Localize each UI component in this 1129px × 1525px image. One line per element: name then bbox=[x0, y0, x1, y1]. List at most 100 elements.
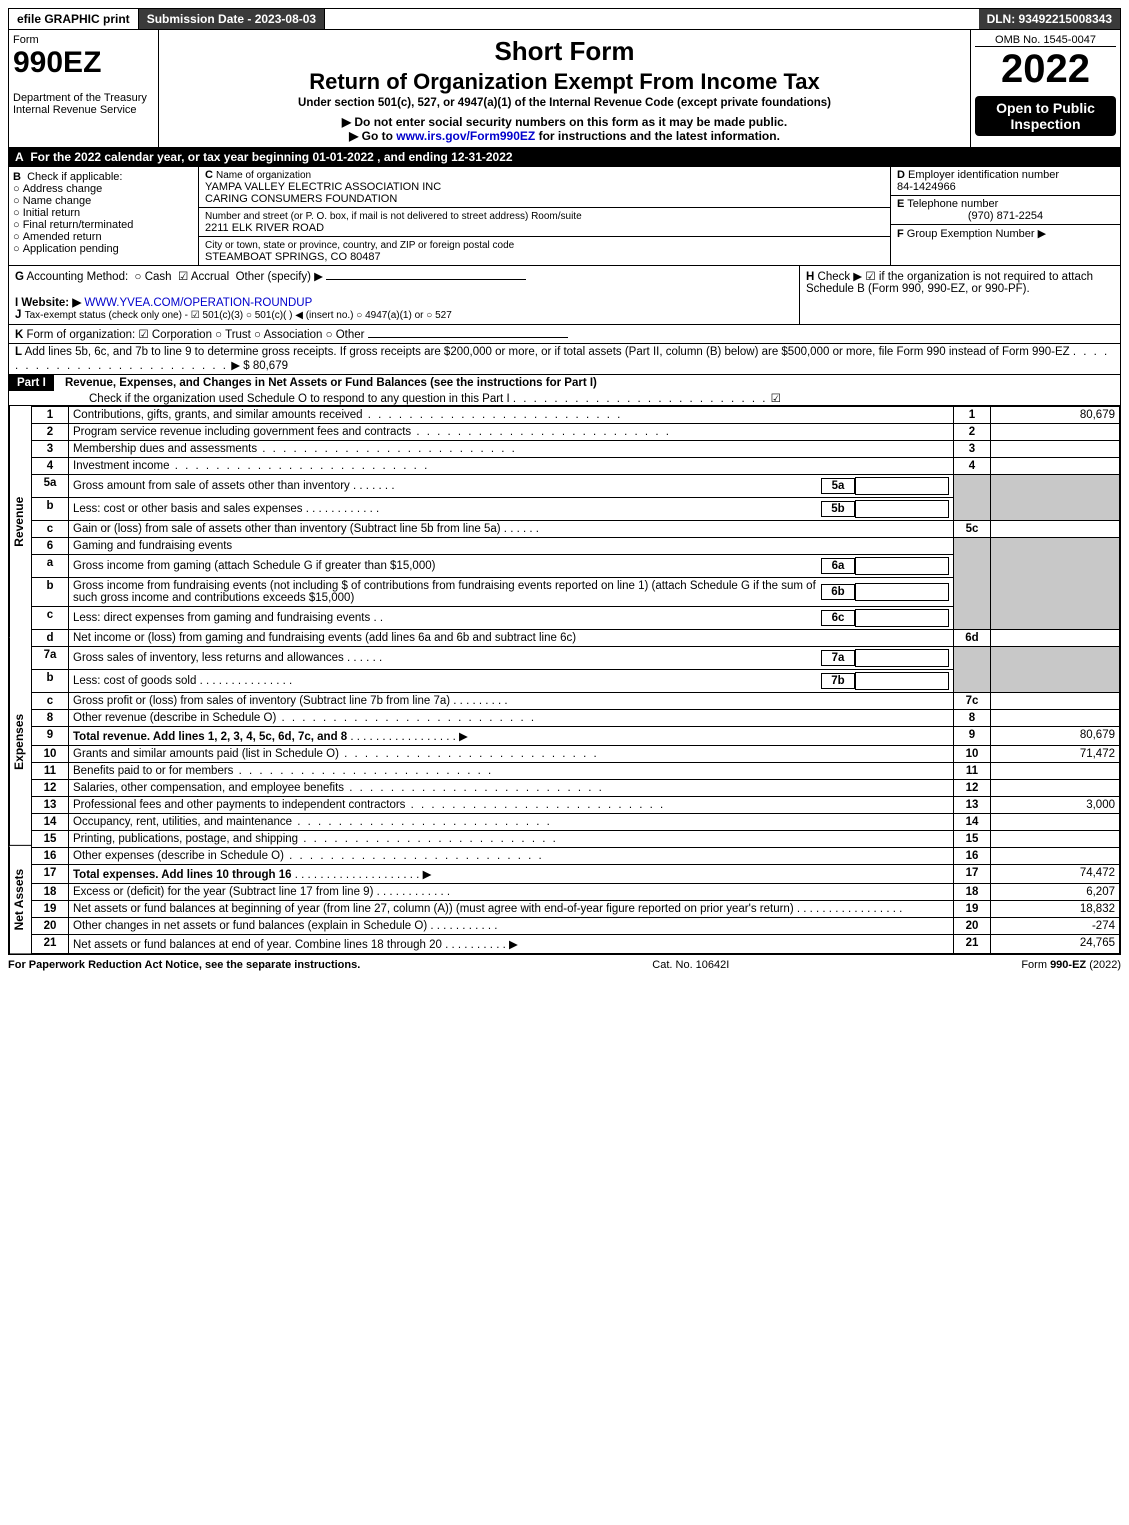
department: Department of the Treasury Internal Reve… bbox=[13, 92, 147, 116]
line-17: 17Total expenses. Add lines 10 through 1… bbox=[32, 865, 1120, 884]
D-label: Employer identification number bbox=[908, 169, 1059, 181]
omb-number: OMB No. 1545-0047 bbox=[975, 34, 1116, 47]
org-street: 2211 ELK RIVER ROAD bbox=[205, 222, 324, 234]
org-city: STEAMBOAT SPRINGS, CO 80487 bbox=[205, 251, 381, 263]
goto-link[interactable]: ▶ Go to www.irs.gov/Form990EZ for instru… bbox=[163, 129, 966, 143]
efile-print-link[interactable]: efile GRAPHIC print bbox=[9, 9, 139, 29]
G-accrual[interactable]: Accrual bbox=[191, 271, 229, 283]
letter-F: F bbox=[897, 228, 904, 240]
section-GH: G Accounting Method: ○ Cash ☑ Accrual Ot… bbox=[8, 266, 1121, 325]
line-2: 2Program service revenue including gover… bbox=[32, 424, 1120, 441]
section-L: L Add lines 5b, 6c, and 7b to line 9 to … bbox=[8, 344, 1121, 375]
line-6d: dNet income or (loss) from gaming and fu… bbox=[32, 630, 1120, 647]
line-7a: 7aGross sales of inventory, less returns… bbox=[32, 647, 1120, 670]
letter-K: K bbox=[15, 329, 23, 341]
part1-check[interactable]: ☑ bbox=[771, 393, 781, 405]
irs-link[interactable]: www.irs.gov/Form990EZ bbox=[396, 129, 535, 143]
line-20: 20Other changes in net assets or fund ba… bbox=[32, 918, 1120, 935]
chk-address-change[interactable]: Address change bbox=[13, 183, 102, 195]
letter-H: H bbox=[806, 271, 814, 283]
letter-G: G bbox=[15, 271, 24, 283]
ssn-warning: ▶ Do not enter social security numbers o… bbox=[163, 115, 966, 129]
part1-header-row: Part I Revenue, Expenses, and Changes in… bbox=[8, 375, 1121, 406]
part1-label: Part I bbox=[9, 375, 54, 391]
footer-left: For Paperwork Reduction Act Notice, see … bbox=[8, 959, 360, 971]
G-label: Accounting Method: bbox=[27, 271, 129, 283]
letter-C: C bbox=[205, 169, 213, 181]
section-DEF: D Employer identification number 84-1424… bbox=[890, 167, 1120, 265]
line-5a: 5aGross amount from sale of assets other… bbox=[32, 475, 1120, 498]
section-K: K Form of organization: ☑ Corporation ○ … bbox=[8, 325, 1121, 344]
return-title: Return of Organization Exempt From Incom… bbox=[163, 69, 966, 95]
footer-right: Form 990-EZ (2022) bbox=[1021, 959, 1121, 971]
submission-date: Submission Date - 2023-08-03 bbox=[139, 9, 325, 29]
H-text: Check ▶ ☑ if the organization is not req… bbox=[806, 271, 1093, 295]
vlabel-revenue: Revenue bbox=[9, 406, 31, 638]
part1-check-line: Check if the organization used Schedule … bbox=[89, 393, 510, 405]
part1-heading: Revenue, Expenses, and Changes in Net As… bbox=[65, 377, 597, 389]
lines-table: 1Contributions, gifts, grants, and simil… bbox=[31, 406, 1120, 954]
line-9: 9Total revenue. Add lines 1, 2, 3, 4, 5c… bbox=[32, 727, 1120, 746]
letter-D: D bbox=[897, 169, 905, 181]
J-text: Tax-exempt status (check only one) - ☑ 5… bbox=[25, 310, 452, 321]
G-cash[interactable]: Cash bbox=[145, 271, 172, 283]
line-1: 1Contributions, gifts, grants, and simil… bbox=[32, 407, 1120, 424]
line-14: 14Occupancy, rent, utilities, and mainte… bbox=[32, 814, 1120, 831]
chk-name-change[interactable]: Name change bbox=[13, 195, 91, 207]
section-B: B Check if applicable: Address change Na… bbox=[9, 167, 199, 265]
line-15: 15Printing, publications, postage, and s… bbox=[32, 831, 1120, 848]
chk-application-pending[interactable]: Application pending bbox=[13, 243, 119, 255]
dln: DLN: 93492215008343 bbox=[979, 9, 1120, 29]
line-18: 18Excess or (deficit) for the year (Subt… bbox=[32, 884, 1120, 901]
page-footer: For Paperwork Reduction Act Notice, see … bbox=[8, 955, 1121, 975]
L-text: Add lines 5b, 6c, and 7b to line 9 to de… bbox=[25, 346, 1070, 358]
section-A: A For the 2022 calendar year, or tax yea… bbox=[8, 148, 1121, 167]
website-link[interactable]: WWW.YVEA.COM/OPERATION-ROUNDUP bbox=[84, 297, 312, 309]
under-section: Under section 501(c), 527, or 4947(a)(1)… bbox=[163, 97, 966, 109]
lines-container: Revenue Expenses Net Assets 1Contributio… bbox=[8, 406, 1121, 955]
footer-mid: Cat. No. 10642I bbox=[652, 959, 729, 971]
top-bar: efile GRAPHIC print Submission Date - 20… bbox=[8, 8, 1121, 30]
line-3: 3Membership dues and assessments3 bbox=[32, 441, 1120, 458]
phone-value: (970) 871-2254 bbox=[897, 210, 1114, 222]
F-label: Group Exemption Number ▶ bbox=[907, 228, 1046, 240]
form-number: 990EZ bbox=[13, 46, 101, 79]
line-8: 8Other revenue (describe in Schedule O)8 bbox=[32, 710, 1120, 727]
letter-A: A bbox=[15, 150, 24, 164]
line-11: 11Benefits paid to or for members11 bbox=[32, 763, 1120, 780]
C-name-label: Name of organization bbox=[216, 170, 311, 181]
line-21: 21Net assets or fund balances at end of … bbox=[32, 935, 1120, 954]
section-C: C Name of organization YAMPA VALLEY ELEC… bbox=[199, 167, 890, 265]
letter-J: J bbox=[15, 309, 21, 321]
L-amount: $ 80,679 bbox=[243, 360, 288, 372]
line-10: 10Grants and similar amounts paid (list … bbox=[32, 746, 1120, 763]
org-name: YAMPA VALLEY ELECTRIC ASSOCIATION INC CA… bbox=[205, 181, 441, 205]
letter-E: E bbox=[897, 198, 904, 210]
chk-amended-return[interactable]: Amended return bbox=[13, 231, 102, 243]
chk-final-return[interactable]: Final return/terminated bbox=[13, 219, 133, 231]
form-header: Form 990EZ Department of the Treasury In… bbox=[8, 30, 1121, 148]
line-12: 12Salaries, other compensation, and empl… bbox=[32, 780, 1120, 797]
line-7c: cGross profit or (loss) from sales of in… bbox=[32, 693, 1120, 710]
letter-L: L bbox=[15, 346, 22, 358]
entity-info: B Check if applicable: Address change Na… bbox=[8, 167, 1121, 266]
form-label: Form bbox=[13, 34, 39, 46]
chk-initial-return[interactable]: Initial return bbox=[13, 207, 80, 219]
line-5c: cGain or (loss) from sale of assets othe… bbox=[32, 521, 1120, 538]
line-4: 4Investment income4 bbox=[32, 458, 1120, 475]
line-6: 6Gaming and fundraising events bbox=[32, 538, 1120, 555]
line-13: 13Professional fees and other payments t… bbox=[32, 797, 1120, 814]
section-A-text: For the 2022 calendar year, or tax year … bbox=[30, 150, 512, 164]
vlabel-expenses: Expenses bbox=[9, 638, 31, 846]
G-other[interactable]: Other (specify) ▶ bbox=[236, 271, 323, 283]
tax-year: 2022 bbox=[975, 47, 1116, 92]
letter-B: B bbox=[13, 171, 21, 183]
ein-value: 84-1424966 bbox=[897, 181, 956, 193]
short-form-title: Short Form bbox=[163, 36, 966, 67]
K-text: Form of organization: ☑ Corporation ○ Tr… bbox=[27, 329, 365, 341]
open-to-public: Open to Public Inspection bbox=[975, 96, 1116, 136]
vlabel-netassets: Net Assets bbox=[9, 846, 31, 954]
line-16: 16Other expenses (describe in Schedule O… bbox=[32, 848, 1120, 865]
line-19: 19Net assets or fund balances at beginni… bbox=[32, 901, 1120, 918]
I-label: Website: ▶ bbox=[21, 297, 81, 309]
